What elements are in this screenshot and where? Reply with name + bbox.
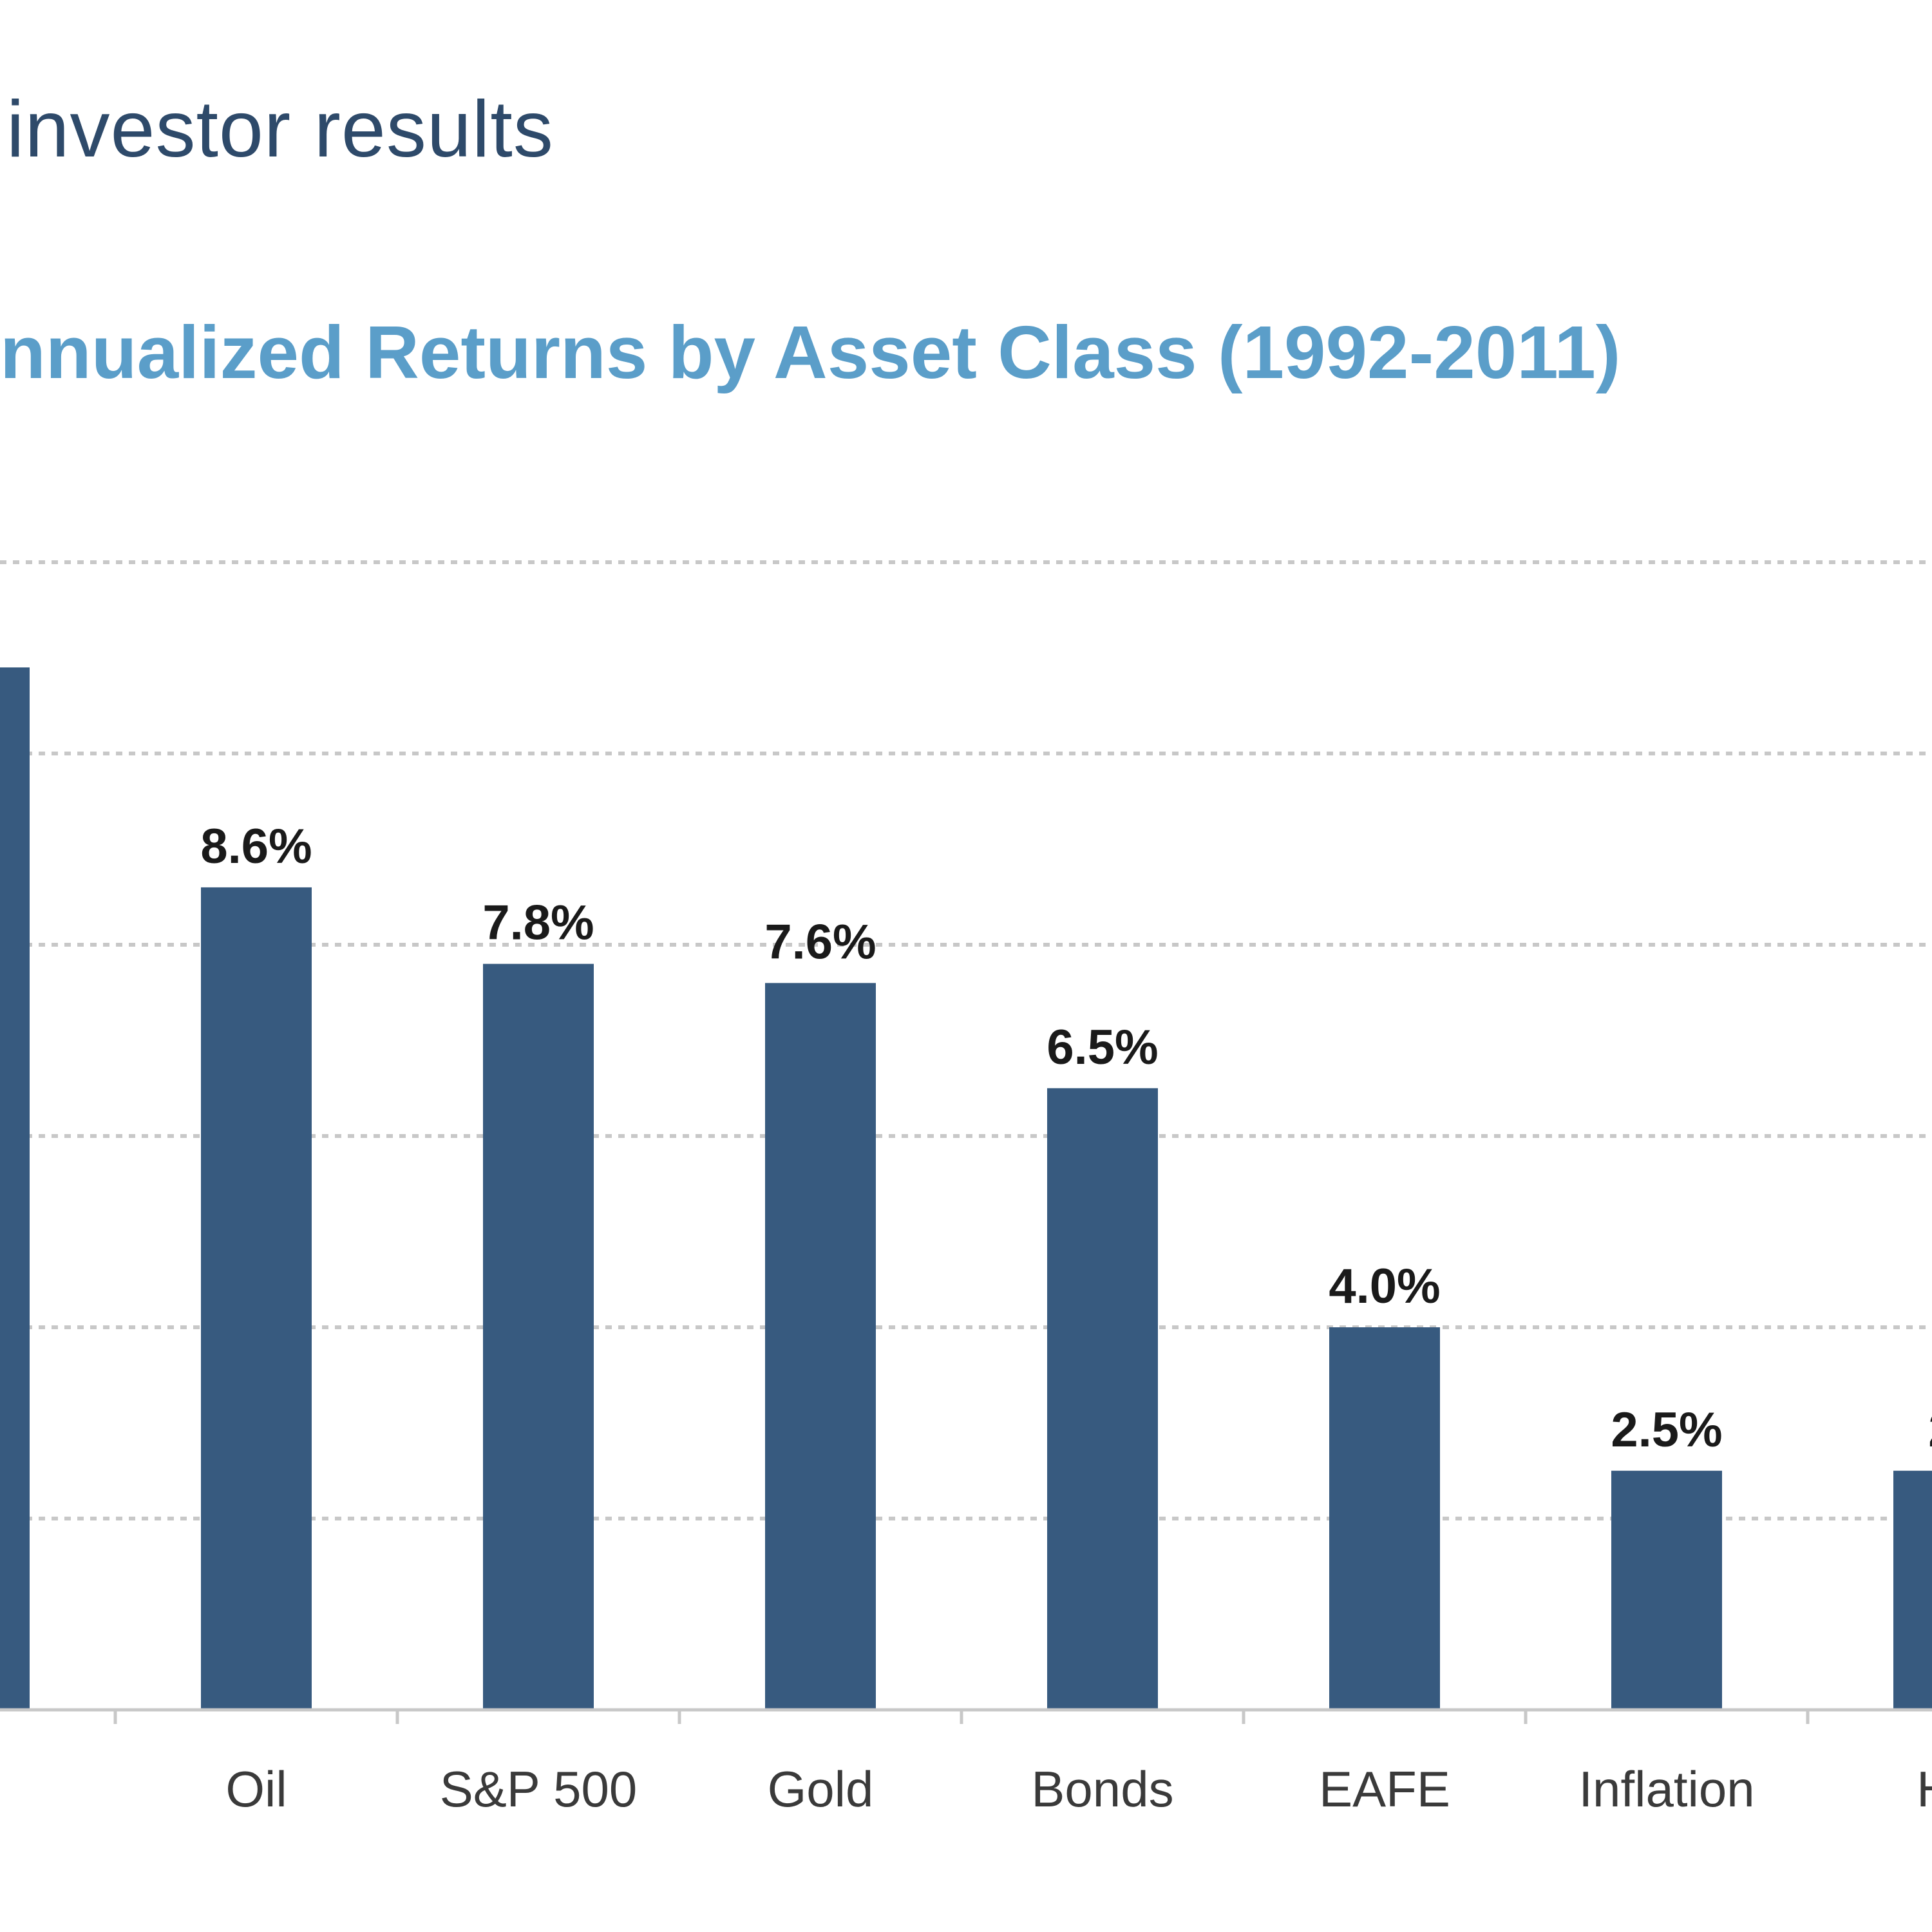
bar [0, 667, 30, 1710]
category-label: Inflation [1578, 1761, 1754, 1817]
slide-title: investor results [6, 85, 554, 174]
data-label: 2. [1928, 1403, 1932, 1457]
category-label: Gold [768, 1761, 874, 1817]
data-label: 4.0% [1329, 1259, 1440, 1314]
bar [765, 983, 876, 1710]
data-label: 2.5% [1611, 1403, 1722, 1457]
bar [1893, 1470, 1932, 1710]
category-label: Ho [1917, 1761, 1932, 1817]
bar [483, 963, 594, 1710]
category-label: Oil [225, 1761, 287, 1817]
category-label: Bonds [1031, 1761, 1173, 1817]
data-label: 7.6% [764, 914, 876, 969]
data-label: 8.6% [200, 819, 312, 874]
gridlines [0, 560, 1932, 1520]
category-label: S&P 500 [440, 1761, 637, 1817]
category-label: EAFE [1319, 1761, 1450, 1817]
bars [0, 667, 1932, 1710]
data-label: 7.8% [482, 896, 594, 951]
chart-title: nnualized Returns by Asset Class (1992-2… [0, 310, 1621, 394]
bar [1329, 1327, 1440, 1710]
bar [201, 887, 312, 1710]
bar [1047, 1088, 1158, 1710]
data-label: 6.5% [1046, 1020, 1158, 1075]
bar [1611, 1470, 1722, 1710]
x-axis [0, 1708, 1932, 1724]
